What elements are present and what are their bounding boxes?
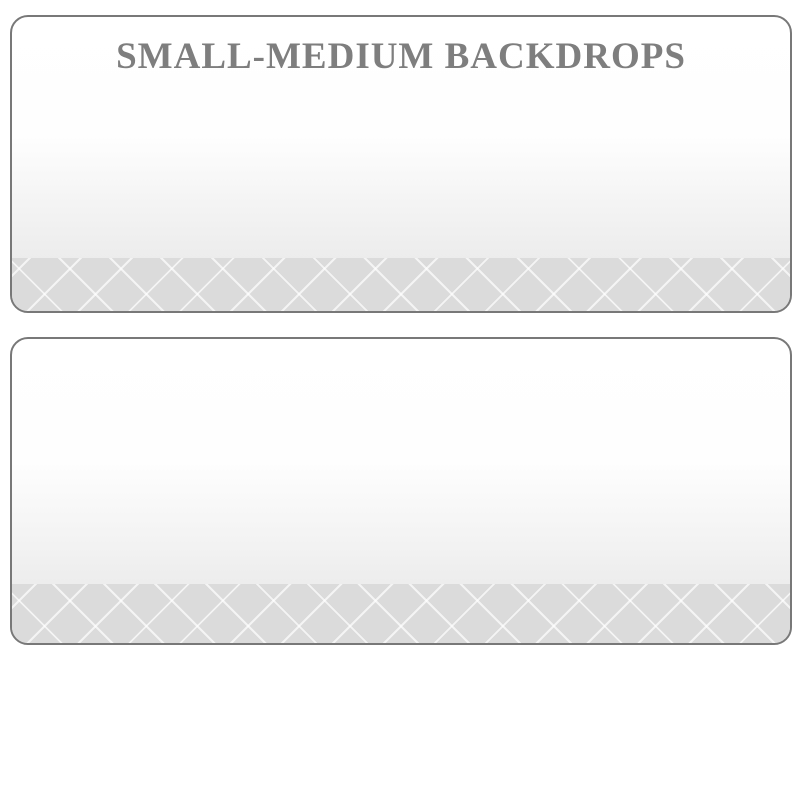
floor-top [12, 258, 790, 311]
floor-bottom [12, 584, 790, 643]
page-title: SMALL-MEDIUM BACKDROPS [116, 36, 686, 77]
panel-small-medium: SMALL-MEDIUM BACKDROPS [10, 15, 792, 313]
panel-large [10, 337, 792, 645]
